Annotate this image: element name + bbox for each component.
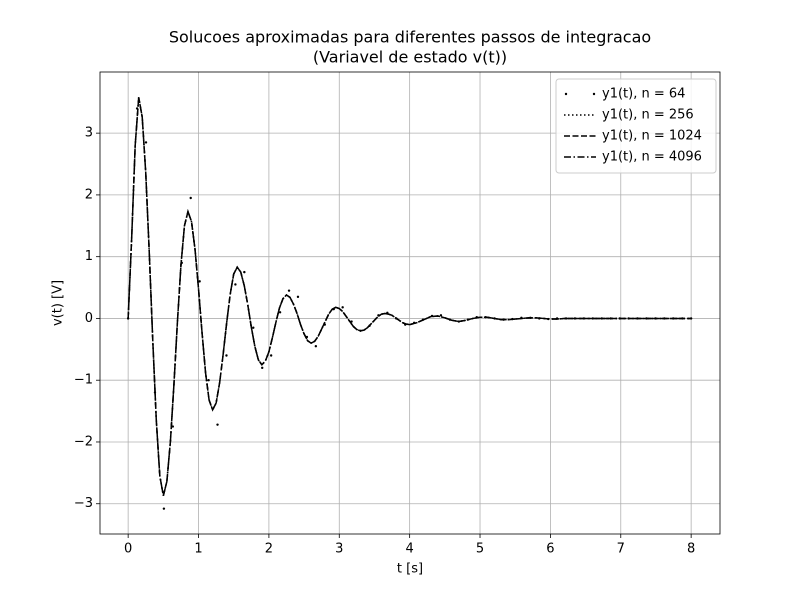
y-tick-label: 2 [85,187,93,202]
plot-frame [99,71,721,535]
data-point [341,306,344,309]
data-point [261,366,264,370]
data-point [225,354,228,357]
y-tick-label: 1 [85,249,93,264]
data-point [189,196,192,200]
data-point [162,507,166,510]
data-point [278,311,282,314]
legend-label: y1(t), n = 64 [602,87,685,102]
x-axis-label: t [s] [397,562,423,577]
legend-label: y1(t), n = 4096 [602,150,702,165]
x-tick-label: 6 [546,542,554,557]
data-point [243,270,246,274]
x-tick-label: 2 [265,542,273,557]
data-point [216,423,219,426]
chart-title: Solucoes aproximadas para diferentes pas… [169,28,651,47]
x-tick-label: 4 [406,542,414,557]
x-tick-label: 0 [124,542,132,557]
y-tick-label: −1 [74,373,93,388]
x-tick-label: 5 [476,542,484,557]
x-tick-label: 3 [335,542,343,557]
data-point [296,295,300,299]
y-tick-label: 3 [85,126,93,141]
data-point [287,289,291,292]
y-tick-label: 0 [85,311,93,326]
data-point [439,314,443,317]
x-tick-label: 1 [194,542,202,557]
data-point [269,354,273,357]
y-tick-label: −2 [74,434,93,449]
legend-marker [564,92,568,96]
x-tick-label: 7 [617,542,625,557]
data-point [234,283,237,286]
data-point [252,326,255,329]
legend-label: y1(t), n = 256 [602,108,694,123]
data-point [314,345,318,348]
legend-label: y1(t), n = 1024 [602,129,702,144]
data-point [144,141,148,144]
data-point [171,425,175,428]
legend-marker [592,92,596,96]
y-tick-label: −3 [74,496,93,511]
data-point [207,379,210,382]
chart-subtitle: (Variavel de estado v(t)) [313,48,507,67]
data-point [198,280,201,283]
y-axis-label: v(t) [V] [51,280,66,326]
x-tick-label: 8 [687,542,695,557]
data-line [127,97,692,496]
legend-box [555,78,717,174]
